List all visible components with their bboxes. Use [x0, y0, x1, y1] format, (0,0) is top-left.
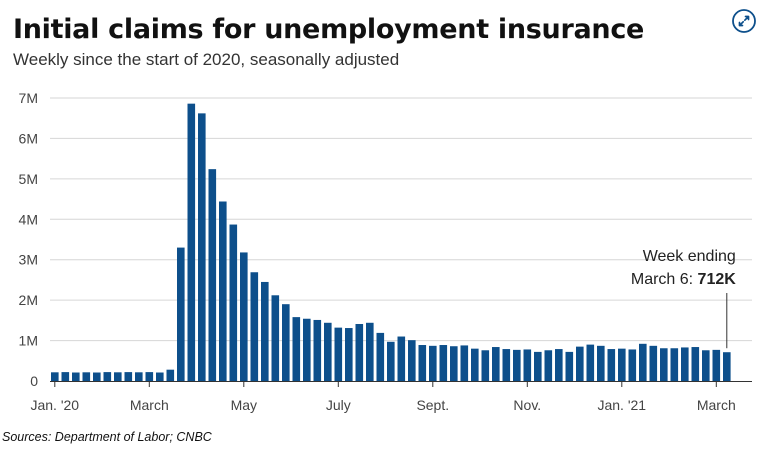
chart-subtitle: Weekly since the start of 2020, seasonal…	[13, 50, 400, 69]
x-tick-label: July	[326, 397, 351, 413]
bar	[555, 349, 563, 381]
bar	[124, 372, 133, 381]
bar	[534, 351, 542, 381]
y-tick-label: 0	[30, 373, 38, 389]
bar	[208, 169, 217, 381]
bar	[366, 322, 374, 381]
bar	[72, 372, 80, 381]
x-tick-label: May	[231, 397, 257, 413]
bar	[397, 336, 406, 381]
annotation-line-1: Week ending	[643, 248, 736, 265]
bar	[166, 369, 175, 381]
bar	[597, 345, 605, 381]
bar	[145, 372, 154, 381]
y-tick-label: 4M	[19, 211, 38, 227]
bar	[502, 349, 511, 381]
source-note: Sources: Department of Labor; CNBC	[2, 430, 212, 444]
bar	[135, 372, 143, 381]
bar	[418, 345, 427, 381]
x-tick-label: Sept.	[416, 397, 449, 413]
chart-title: Initial claims for unemployment insuranc…	[13, 14, 645, 45]
y-axis-tick-labels: 0 1M 2M 3M 4M 5M 6M 7M	[19, 90, 39, 389]
bar	[639, 343, 647, 381]
bar	[177, 247, 185, 381]
bar	[670, 348, 679, 381]
bar	[387, 341, 395, 381]
bar	[649, 345, 658, 381]
bar	[292, 317, 301, 381]
bar	[345, 328, 353, 381]
bar	[607, 349, 616, 381]
x-tick-label: Nov.	[513, 397, 541, 413]
x-tick-label: March	[697, 397, 736, 413]
bar	[723, 352, 731, 381]
bar	[250, 272, 259, 381]
x-tick-label: Jan. '21	[597, 397, 646, 413]
x-axis	[50, 381, 752, 387]
bar	[618, 348, 626, 381]
bar	[376, 332, 385, 381]
y-tick-label: 2M	[19, 292, 38, 308]
bar	[324, 322, 332, 381]
bar	[628, 349, 637, 381]
bar	[450, 346, 458, 381]
bar	[355, 323, 364, 381]
bar	[408, 340, 416, 381]
bar	[429, 345, 437, 381]
expand-arrows-icon[interactable]	[731, 8, 757, 34]
bar	[439, 345, 448, 381]
bar	[156, 372, 164, 381]
annotation-value: 712K	[698, 271, 737, 288]
x-tick-label: March	[130, 397, 169, 413]
bar	[565, 351, 574, 381]
bar	[681, 347, 689, 381]
bar	[82, 372, 91, 381]
y-tick-label: 5M	[19, 171, 38, 187]
bar	[282, 304, 290, 381]
y-tick-label: 1M	[19, 333, 38, 349]
bar	[51, 372, 59, 381]
bar	[702, 350, 710, 381]
bar	[481, 350, 490, 381]
y-tick-label: 7M	[19, 90, 38, 106]
bar	[219, 201, 227, 381]
x-tick-label: Jan. '20	[30, 397, 79, 413]
annotation-prefix: March 6:	[631, 271, 698, 288]
bar	[271, 295, 280, 381]
bar	[586, 344, 595, 381]
bar	[660, 348, 668, 381]
bar	[61, 372, 70, 381]
bar	[334, 327, 343, 381]
bar	[492, 347, 500, 381]
bar	[187, 103, 196, 381]
bar	[576, 346, 584, 381]
y-tick-label: 6M	[19, 130, 38, 146]
gridlines	[50, 97, 752, 342]
bar	[303, 318, 311, 381]
bar	[691, 347, 700, 381]
bar	[313, 319, 322, 381]
bar	[471, 348, 479, 381]
annotation: Week ending March 6: 712K	[631, 248, 736, 349]
bar-chart: 0 1M 2M 3M 4M 5M 6M 7M Jan. '20 March May July Sept…	[19, 90, 752, 413]
x-axis-tick-labels: Jan. '20 March May July Sept. Nov. Jan. '21 Mar…	[30, 397, 735, 413]
bar	[229, 224, 238, 381]
bar	[93, 372, 101, 381]
bar	[114, 372, 122, 381]
bar	[523, 349, 532, 381]
bar	[198, 113, 206, 381]
bar	[460, 345, 469, 381]
bar	[712, 349, 721, 381]
bar	[240, 252, 248, 381]
bar	[261, 281, 269, 381]
bar	[544, 350, 553, 381]
y-tick-label: 3M	[19, 252, 38, 268]
annotation-line-2: March 6: 712K	[631, 271, 736, 288]
bar	[103, 372, 112, 381]
bar	[513, 349, 521, 381]
bars	[51, 103, 731, 381]
